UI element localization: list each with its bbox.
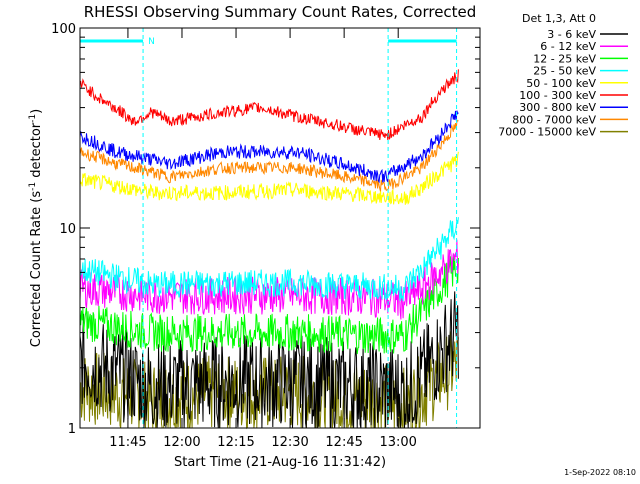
x-tick-label: 12:00 — [163, 435, 200, 450]
legend-label-4: 50 - 100 keV — [526, 77, 596, 90]
legend-label-2: 12 - 25 keV — [533, 52, 596, 65]
legend-label-0: 3 - 6 keV — [547, 28, 596, 41]
legend-label-6: 300 - 800 keV — [519, 101, 596, 114]
x-tick-label: 12:30 — [271, 435, 308, 450]
axes-layer: N 1 10 100 11:45 12:00 12:15 12:30 12:45 13:00 — [51, 22, 481, 450]
x-tick-label: 11:45 — [109, 435, 146, 450]
legend-label-5: 100 - 300 keV — [519, 89, 596, 102]
y-tick-label: 10 — [59, 222, 76, 237]
series-line-7 — [79, 119, 459, 192]
legend-label-1: 6 - 12 keV — [540, 40, 596, 53]
series-line-3 — [79, 217, 459, 302]
legend-label-8: 7000 - 15000 keV — [498, 126, 596, 139]
y-axis-label: Corrected Count Rate (s-1 detector-1) — [28, 109, 44, 347]
x-tick-label: 12:15 — [217, 435, 254, 450]
legend-label-3: 25 - 50 keV — [533, 65, 596, 78]
chart-title: RHESSI Observing Summary Count Rates, Co… — [84, 3, 477, 21]
y-tick-label: 100 — [51, 22, 76, 37]
x-axis-label: Start Time (21-Aug-16 11:31:42) — [174, 455, 386, 470]
y-axis-label-part: detector — [29, 122, 44, 182]
x-tick-label: 12:45 — [325, 435, 362, 450]
y-tick-label: 1 — [68, 422, 76, 437]
y-axis-label-sup: -1 — [28, 114, 38, 123]
footer-date: 1-Sep-2022 08:10 — [564, 468, 636, 477]
legend-label-7: 800 - 7000 keV — [512, 113, 596, 126]
legend-header: Det 1,3, Att 0 — [522, 12, 596, 25]
x-tick-label: 13:00 — [379, 435, 416, 450]
series-line-5 — [79, 69, 459, 141]
y-axis-label-part: ) — [29, 109, 44, 114]
data-layer — [79, 69, 459, 430]
y-axis-label-sup: -1 — [28, 182, 38, 191]
series-line-2 — [79, 255, 459, 355]
y-axis-label-part: Corrected Count Rate (s — [29, 191, 44, 348]
flag-label: N — [148, 37, 155, 47]
